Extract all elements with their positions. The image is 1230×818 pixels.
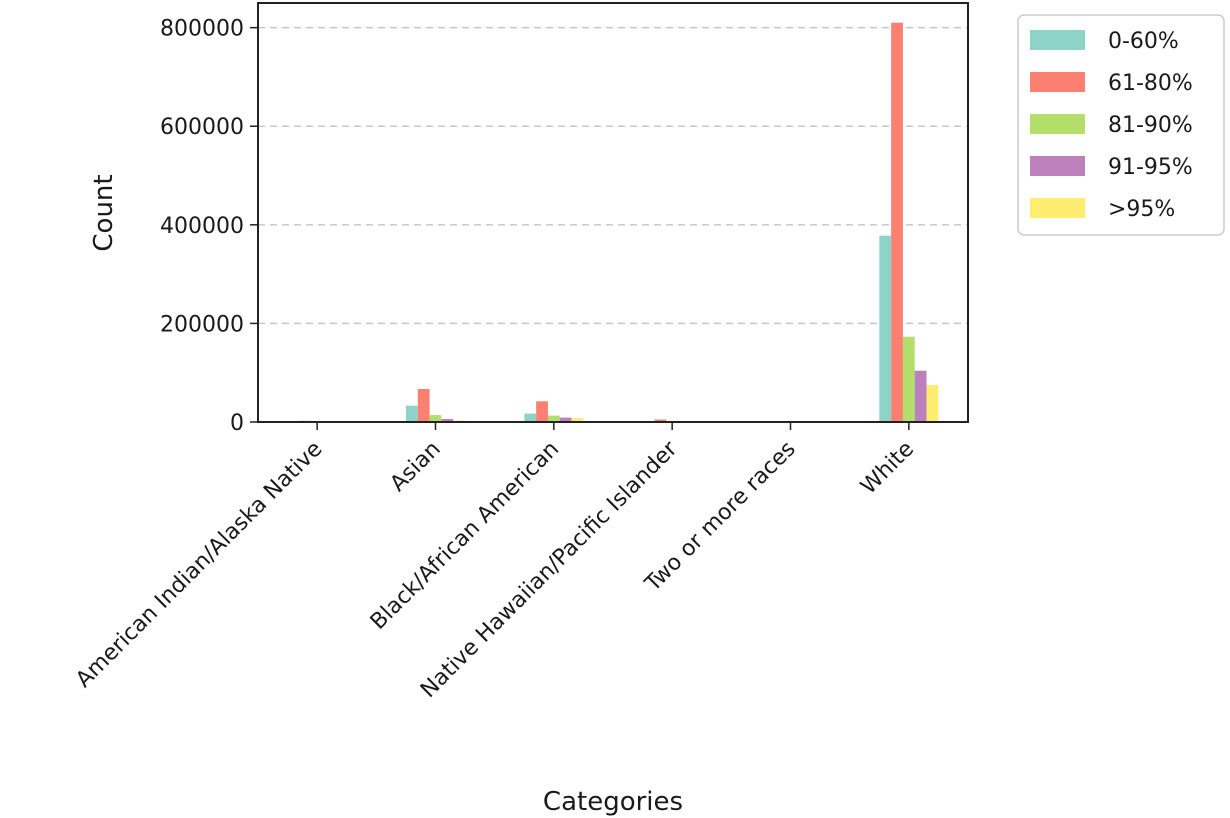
x-tick-label: American Indian/Alaska Native	[71, 437, 327, 693]
legend-swatch	[1030, 198, 1085, 218]
bar-8190-5	[902, 336, 915, 422]
legend: 0-60% 61-80% 81-90% 91-95% >95%	[1017, 14, 1225, 236]
legend-label: 0-60%	[1108, 29, 1179, 54]
bar-6180-1	[417, 388, 430, 422]
x-tick-label: Asian	[386, 437, 446, 497]
plot-frame	[257, 2, 969, 423]
bars	[287, 22, 939, 422]
grid-lines	[258, 26, 968, 325]
bar-95-5	[926, 385, 939, 422]
legend-box	[1017, 14, 1225, 236]
y-tick-label: 200000	[160, 312, 244, 337]
bar-8190-2	[547, 415, 560, 422]
bar-95-2	[571, 418, 584, 422]
bar-9195-1	[441, 419, 454, 422]
x-axis-label: Categories	[543, 787, 683, 817]
bar-9195-2	[559, 417, 572, 422]
y-axis: 0 200000 400000 600000 800000	[160, 17, 258, 436]
legend-label: 81-90%	[1108, 113, 1193, 138]
y-tick-label: 600000	[160, 115, 244, 140]
legend-swatch	[1030, 156, 1085, 176]
bar-060-5	[879, 235, 892, 422]
bar-6180-2	[536, 401, 548, 422]
y-tick-label: 400000	[160, 214, 244, 239]
bar-6180-5	[891, 22, 903, 422]
y-axis-label: Count	[89, 174, 119, 251]
bar-6180-3	[654, 419, 667, 422]
x-tick-label: Native Hawaiian/Pacific Islander	[416, 436, 683, 703]
bar-060-2	[524, 413, 537, 422]
bar-060-1	[406, 405, 418, 422]
y-tick-label: 0	[230, 411, 244, 436]
bar-8190-1	[429, 415, 442, 422]
legend-swatch	[1030, 114, 1085, 134]
x-axis: American Indian/Alaska Native AsianBlack/…	[71, 422, 919, 703]
x-tick-label: Black/African American	[366, 437, 564, 635]
legend-swatch	[1030, 30, 1085, 50]
x-tick-label: White	[856, 437, 919, 500]
legend-label: 91-95%	[1108, 155, 1193, 180]
y-tick-label: 800000	[160, 17, 244, 42]
bar-9195-5	[914, 370, 927, 422]
legend-label: 61-80%	[1108, 71, 1193, 96]
legend-swatch	[1030, 72, 1085, 92]
legend-label: >95%	[1108, 197, 1175, 222]
